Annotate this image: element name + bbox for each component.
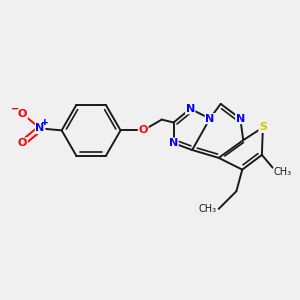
Text: +: + <box>41 118 49 127</box>
Text: O: O <box>138 125 148 135</box>
Text: −: − <box>11 104 20 114</box>
Text: N: N <box>169 138 178 148</box>
Text: O: O <box>18 138 27 148</box>
Text: N: N <box>186 104 195 114</box>
Text: N: N <box>205 114 214 124</box>
Text: CH₃: CH₃ <box>274 167 292 177</box>
Text: O: O <box>18 109 27 119</box>
Text: S: S <box>259 122 267 132</box>
Text: CH₃: CH₃ <box>199 204 217 214</box>
Text: O: O <box>138 125 148 135</box>
Text: O: O <box>18 138 27 148</box>
Text: N: N <box>236 114 245 124</box>
Text: O: O <box>18 109 27 119</box>
Text: N: N <box>35 123 45 134</box>
Text: −: − <box>11 104 20 114</box>
Text: N: N <box>35 123 45 134</box>
Text: +: + <box>41 118 49 127</box>
